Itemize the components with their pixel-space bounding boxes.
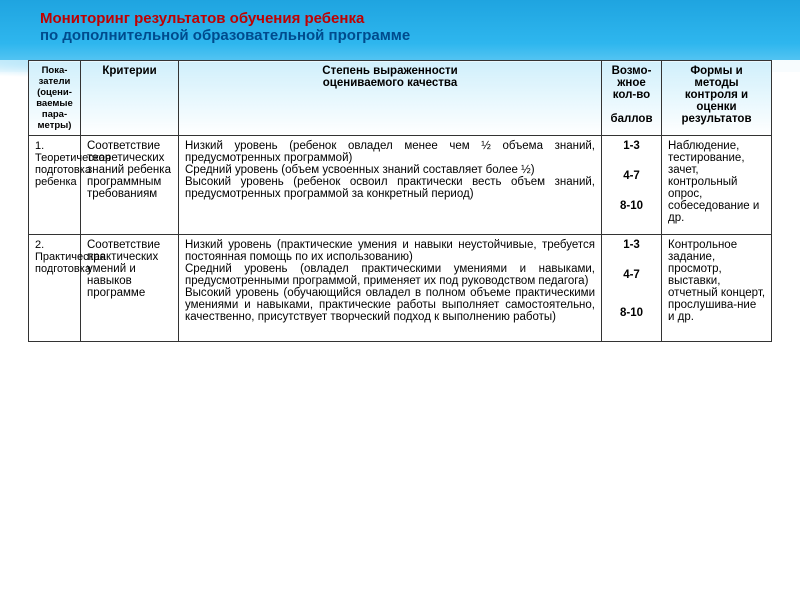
col-scores-l2: баллов (610, 113, 652, 125)
score-low: 1-3 (608, 239, 655, 251)
cell-forms: Наблюдение, тестирование, зачет, контрол… (662, 136, 772, 235)
cell-degree: Низкий уровень (практические умения и на… (179, 235, 602, 342)
col-indicators: Пока-затели (оцени-ваемые пара-метры) (29, 61, 81, 136)
slide: Мониторинг результатов обучения ребенка … (0, 0, 800, 600)
col-scores-l1: Возмо-жное кол-во (612, 65, 652, 101)
col-degree-l1: Степень выраженности (322, 65, 457, 77)
cell-scores: 1-3 4-7 8-10 (602, 235, 662, 342)
col-forms: Формы и методы контроля и оценки результ… (662, 61, 772, 136)
score-mid: 4-7 (608, 170, 655, 182)
title-line-1: Мониторинг результатов обучения ребенка (40, 10, 760, 27)
cell-scores: 1-3 4-7 8-10 (602, 136, 662, 235)
cell-criteria: Соответствие практических умений и навык… (81, 235, 179, 342)
cell-degree: Низкий уровень (ребенок овладел менее че… (179, 136, 602, 235)
score-mid: 4-7 (608, 269, 655, 281)
score-low: 1-3 (608, 140, 655, 152)
score-high: 8-10 (608, 200, 655, 212)
cell-indicator: 2. Практическая подготовка (29, 235, 81, 342)
table-row: 2. Практическая подготовка Соответствие … (29, 235, 772, 342)
col-degree-l2: оцениваемого качества (323, 77, 457, 89)
table-body: 1. Теоретическая подготовка ребенка Соот… (29, 136, 772, 342)
cell-criteria: Соответствие теоретических знаний ребенк… (81, 136, 179, 235)
cell-forms: Контрольное задание, просмотр, выставки,… (662, 235, 772, 342)
table-container: Пока-затели (оцени-ваемые пара-метры) Кр… (28, 60, 772, 590)
title-line-2: по дополнительной образовательной програ… (40, 27, 760, 44)
col-degree: Степень выраженности оцениваемого качест… (179, 61, 602, 136)
table-header-row: Пока-затели (оцени-ваемые пара-метры) Кр… (29, 61, 772, 136)
monitoring-table: Пока-затели (оцени-ваемые пара-метры) Кр… (28, 60, 772, 342)
table-row: 1. Теоретическая подготовка ребенка Соот… (29, 136, 772, 235)
cell-indicator: 1. Теоретическая подготовка ребенка (29, 136, 81, 235)
score-high: 8-10 (608, 307, 655, 319)
col-criteria: Критерии (81, 61, 179, 136)
col-forms-l2: результатов (681, 113, 751, 125)
col-forms-l1: Формы и методы контроля и оценки (685, 65, 748, 113)
col-scores: Возмо-жное кол-во баллов (602, 61, 662, 136)
